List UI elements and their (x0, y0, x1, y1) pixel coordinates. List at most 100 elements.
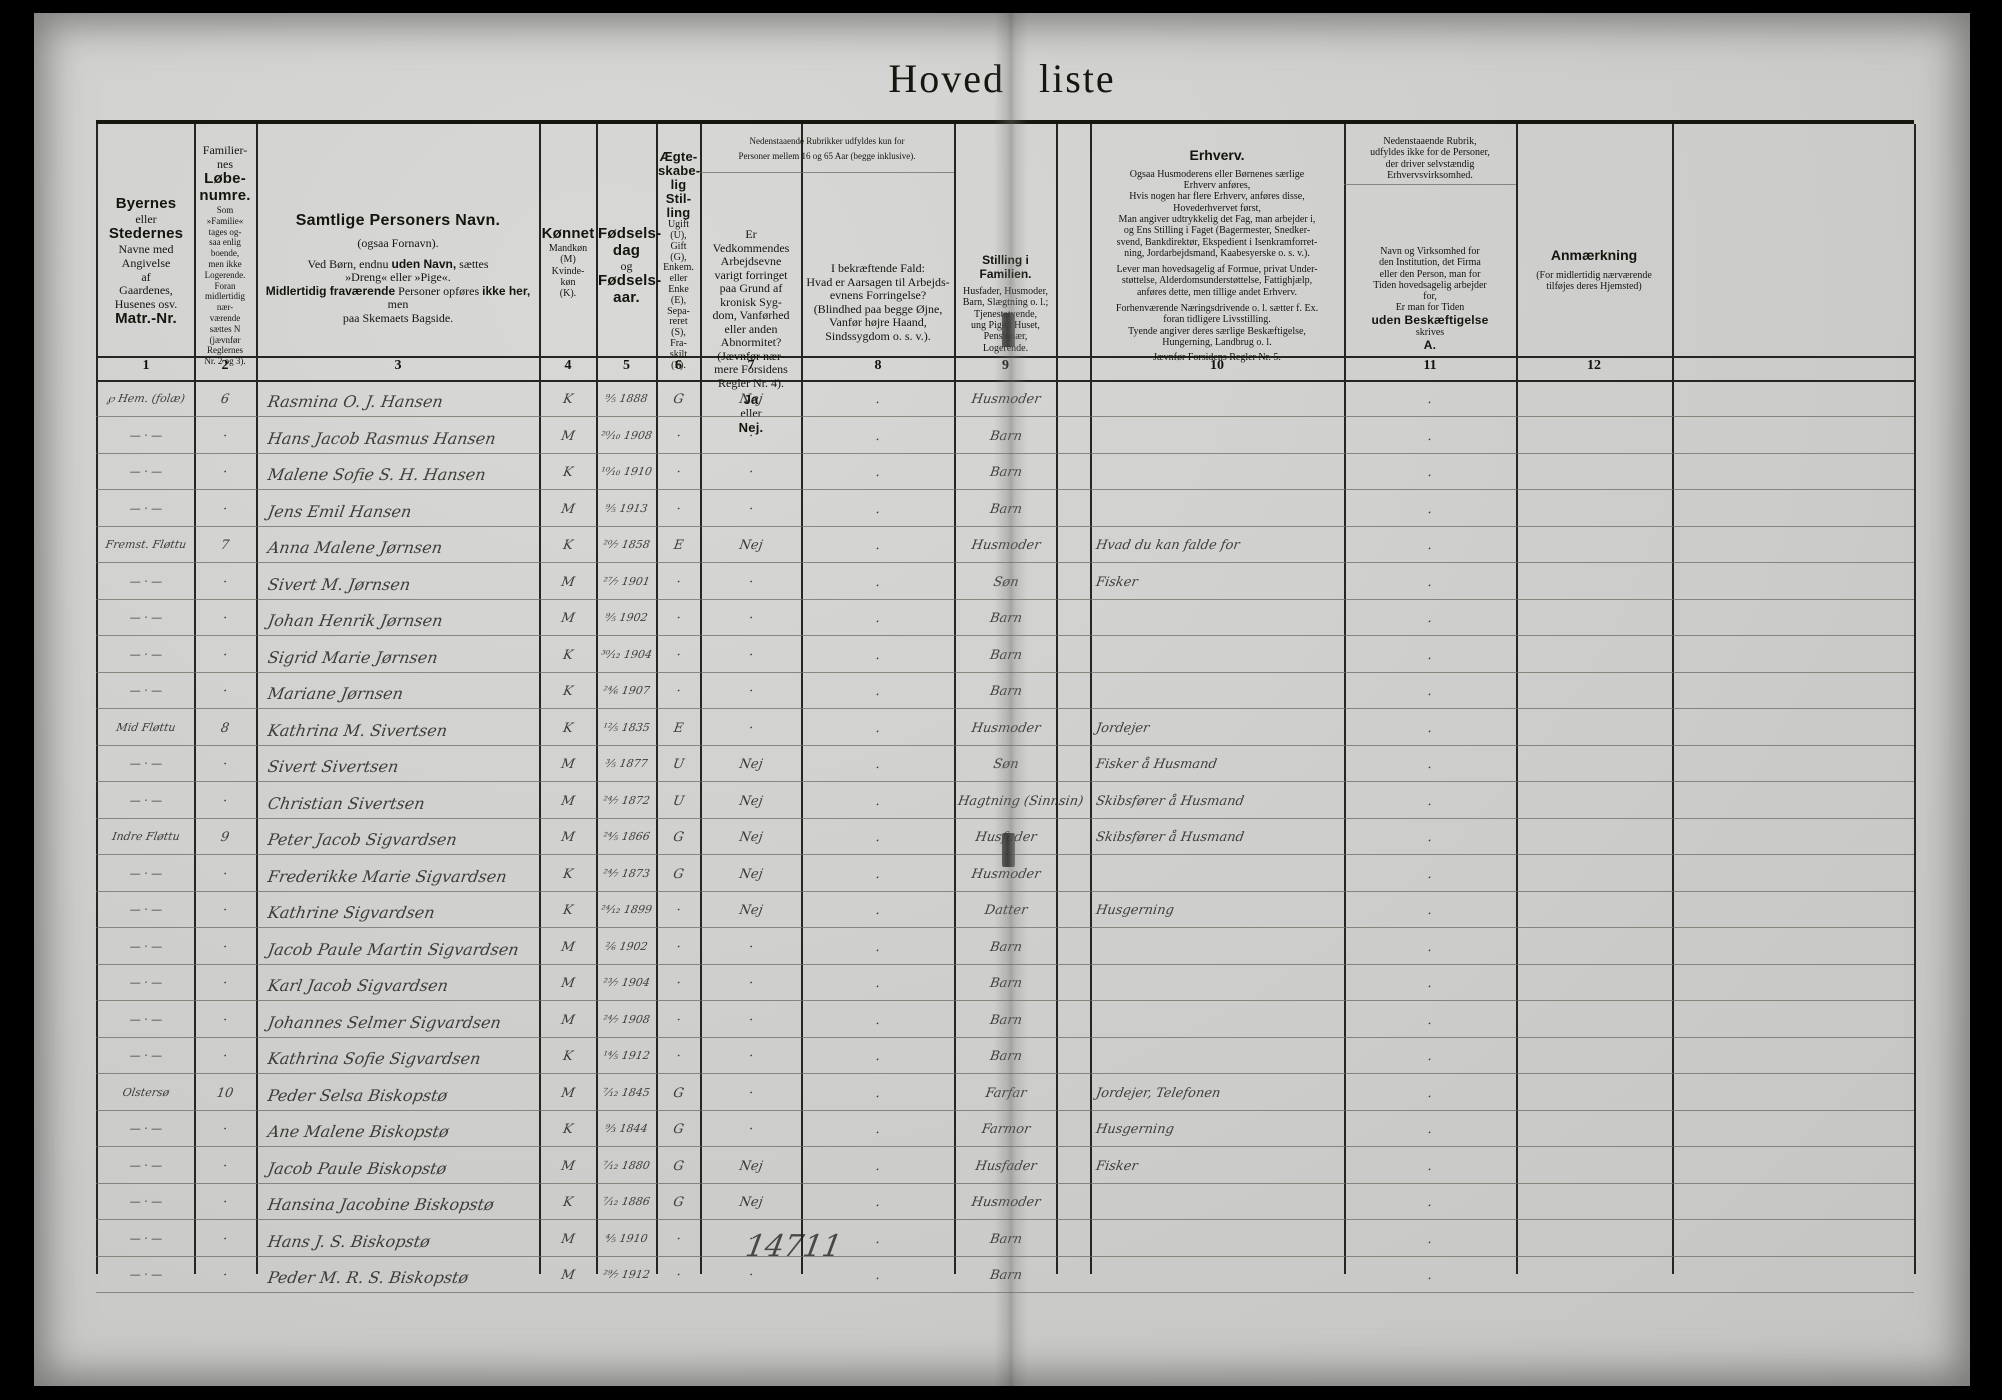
cell-family_role: Barn (988, 465, 1024, 480)
row-rule (96, 1255, 1914, 1257)
cell-family_role: Barn (988, 939, 1024, 955)
cell-marital: · (675, 684, 682, 699)
cell-sex: M (560, 793, 576, 809)
cell-employer: . (1426, 1012, 1434, 1028)
colnum-11: 11 (1423, 358, 1437, 373)
col-11-line-5: Er man for Tiden (1395, 302, 1465, 314)
cell-family_no: · (221, 1122, 229, 1137)
col-7-line-10: mere Forsidens (714, 362, 788, 377)
col-3-sub4-c: ikke her, (482, 283, 531, 298)
col-1-line-3: Navne med (118, 242, 174, 257)
cell-family_role: Farmor (980, 1122, 1032, 1137)
col-2-line-2: Løbe- (204, 170, 246, 188)
cell-family_no: · (221, 793, 229, 809)
col-6-line-16: Fra- (670, 337, 687, 349)
col-5-line-1: dag (612, 241, 641, 259)
cell-disabled: Nej (738, 1195, 764, 1210)
colnum-5: 5 (623, 358, 630, 373)
cell-name: Hans Jacob Rasmus Hansen (266, 428, 498, 448)
cell-disabled: · (747, 976, 755, 991)
colnum-2: 2 (221, 358, 229, 373)
cell-employer: . (1426, 1195, 1434, 1210)
cell-place: Olstersø (121, 1085, 171, 1099)
col-10-line-1: Erhverv anføres, (1183, 180, 1251, 192)
cell-sex: K (561, 903, 575, 918)
cell-sex: M (560, 939, 576, 955)
col-2-line-4: Som (216, 204, 234, 215)
col-11-line-2: eller den Person, man for (1379, 268, 1481, 280)
col-3-sub2-c: sættes (456, 256, 489, 271)
col-rule-0 (96, 124, 98, 1274)
cell-birth: ⁹⁄₅ 1913 (604, 501, 649, 515)
cell-family_role: Barn (988, 976, 1024, 991)
cell-birth: ²⁴⁄₆ 1907 (602, 684, 651, 697)
cell-place: — · — (128, 757, 164, 770)
col-rule-7 (801, 124, 803, 1274)
cell-name: Jens Emil Hansen (266, 501, 413, 521)
row-rule (96, 489, 1914, 490)
row-rule (96, 598, 1914, 600)
cell-birth: ²⁰⁄₇ 1858 (602, 538, 651, 551)
cell-birth: ²⁴⁄₅ 1866 (602, 830, 651, 843)
cell-name: Sivert M. Jørnsen (266, 574, 412, 594)
cell-marital: E (672, 538, 685, 553)
cell-disabled: · (747, 720, 755, 736)
cell-family_no: · (221, 611, 229, 626)
col-1-line-6: Gaardenes, (119, 283, 173, 298)
cell-family_no: 10 (215, 1085, 235, 1101)
col-4-header: Kønnet Mandkøn (M) Kvinde- køn (K). (541, 225, 595, 299)
col-12-line-1: tilføjes deres Hjemsted) (1546, 281, 1642, 293)
col-11-line-7: skrives (1415, 327, 1445, 339)
page-title: Hoved liste (34, 55, 1970, 102)
col-2-line-9: men ikke (208, 258, 242, 269)
col-10-line-5: og Ens Stilling i Faget (Bagermester, Sn… (1123, 225, 1311, 237)
cell-family_no: 6 (219, 392, 231, 407)
cell-family_role: Barn (988, 501, 1024, 517)
cell-place: Mid Fløttu (115, 720, 177, 734)
col-5-line-2: og (620, 258, 633, 273)
row-rule (96, 708, 1914, 709)
colnum-12: 12 (1587, 358, 1601, 373)
cell-sex: M (560, 574, 576, 590)
cell-family_role: Søn (992, 757, 1020, 772)
cell-family_role: Barn (988, 647, 1024, 663)
cell-birth: ²⁴⁄₇ 1908 (602, 1012, 651, 1026)
cell-cause: . (874, 1012, 882, 1028)
col-6-line-8: (G), (670, 251, 687, 263)
col-3-header: Samtlige Personers Navn. (ogsaa Fornavn)… (258, 212, 538, 325)
cell-place: — · — (128, 1122, 164, 1135)
col-11-line-4: for, (1423, 291, 1437, 303)
col-3-sub2-b: uden Navn, (391, 256, 457, 271)
col-7-line-9: (Jævnfør nær- (717, 348, 785, 363)
cell-sex: K (561, 647, 575, 663)
cell-sex: K (561, 1195, 575, 1210)
cell-birth: ¹⁰⁄₁₀ 1910 (599, 465, 654, 478)
cell-disabled: · (747, 1049, 755, 1064)
cell-place: ℘ Hem. (ƒolæ) (106, 392, 186, 405)
col-10-header: Erhverv. Ogsaa Husmoderens eller Børnene… (1092, 147, 1342, 364)
cell-cause: . (874, 684, 882, 699)
col-4-line-4: køn (560, 276, 576, 288)
cell-disabled: Nej (738, 903, 764, 918)
row-rule (96, 817, 1914, 819)
cell-employer: . (1426, 720, 1434, 736)
col-6-header: Ægte- skabe- lig Stil- ling Ugift (U), G… (658, 149, 701, 371)
col-7-line-7: eller anden (724, 321, 778, 336)
cell-occupation: Husgerning (1094, 903, 1176, 918)
col-6-line-1: skabe- (658, 163, 701, 179)
cell-marital: G (672, 1122, 685, 1137)
colnum-10: 10 (1210, 358, 1224, 373)
cell-marital: · (675, 976, 682, 991)
cell-birth: ²⁹⁄₇ 1912 (602, 1268, 651, 1281)
cell-marital: · (675, 903, 682, 918)
cell-disabled: · (747, 428, 755, 444)
colnum-bottom-rule (96, 380, 1914, 382)
cell-family_role: Søn (992, 574, 1020, 590)
cell-family_role: Barn (988, 684, 1024, 699)
cell-occupation: Fisker (1094, 1158, 1139, 1174)
cell-sex: M (560, 1158, 576, 1174)
cell-marital: · (675, 465, 682, 480)
cell-marital: G (672, 1085, 685, 1101)
cell-cause: . (874, 1195, 882, 1210)
